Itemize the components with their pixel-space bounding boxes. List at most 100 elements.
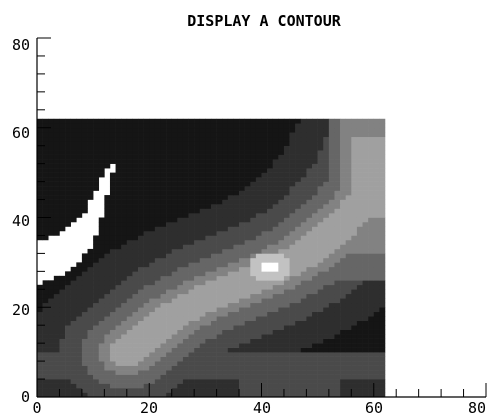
contour-cell [306,230,313,236]
contour-cell [362,388,369,393]
contour-cell [351,298,358,304]
contour-cell [182,379,189,384]
contour-cell [199,289,206,295]
contour-cell [373,235,380,241]
contour-cell [199,118,206,124]
contour-cell [306,127,313,133]
contour-cell [222,266,229,272]
contour-cell [109,190,116,196]
contour-cell [177,221,184,227]
contour-cell [171,136,178,142]
contour-cell [199,221,206,227]
contour-cell [278,316,285,322]
contour-cell [227,271,234,277]
contour-cell [194,298,201,304]
contour-cell [340,271,346,277]
contour-cell [244,275,251,281]
contour-cell [171,311,178,317]
contour-cell [194,311,201,317]
contour-cell [115,329,122,335]
contour-cell [132,284,139,290]
contour-cell [59,334,66,339]
contour-cell [210,302,217,308]
contour-cell [216,186,223,191]
contour-cell [227,154,234,160]
contour-cell [126,334,133,339]
contour-cell [171,293,178,299]
contour-cell [368,213,375,218]
contour-cell [48,150,55,155]
contour-cell [356,145,363,151]
contour-cell [340,275,346,281]
contour-cell [233,293,240,299]
contour-cell [317,235,324,241]
contour-cell [210,298,217,304]
contour-cell [244,370,251,375]
contour-cell [59,311,66,317]
contour-cell [70,316,77,322]
contour-cell [306,271,313,277]
contour-cell [216,190,223,196]
contour-cell [188,298,195,304]
contour-cell [312,352,318,357]
contour-cell [368,181,375,187]
contour-cell [351,186,358,191]
contour-cell [323,307,330,313]
contour-cell [272,379,279,384]
contour-cell [76,379,83,384]
contour-cell [104,244,111,250]
contour-cell [121,132,128,138]
contour-cell [362,352,369,357]
contour-cell [255,195,262,200]
contour-cell [37,118,43,124]
contour-cell [149,311,156,317]
contour-cell [81,325,88,330]
contour-cell [250,379,257,384]
contour-cell [244,172,251,178]
contour-cell [362,379,369,384]
contour-cell [340,168,346,173]
contour-cell [345,379,352,384]
contour-cell [121,361,128,366]
contour-cell [351,325,358,330]
contour-cell [76,154,83,160]
contour-cell [272,271,279,277]
contour-cell [233,325,240,330]
contour-cell [42,154,49,160]
contour-cell [356,356,363,362]
contour-cell [261,118,268,124]
contour-cell [115,208,122,214]
contour-cell [295,132,302,138]
contour-cell [188,266,195,272]
contour-cell [109,365,116,371]
contour-cell [323,316,330,322]
contour-cell [283,186,290,191]
contour-cell [205,298,212,304]
contour-cell [278,365,285,371]
contour-cell [59,132,66,138]
contour-cell [340,347,346,353]
contour-cell [222,392,229,398]
contour-cell [379,127,386,133]
contour-cell [42,163,49,169]
contour-cell [93,347,100,353]
contour-cell [53,159,60,164]
contour-cell [104,280,111,286]
contour-cell [300,168,307,173]
contour-cell [194,141,201,146]
contour-cell [345,168,352,173]
contour-cell [351,352,358,357]
contour-cell [166,352,172,357]
contour-cell [166,172,172,178]
contour-cell [227,221,234,227]
contour-cell [210,370,217,375]
contour-cell [379,293,386,299]
contour-cell [340,298,346,304]
contour-cell [48,370,55,375]
contour-cell [93,235,100,241]
contour-cell [244,388,251,393]
contour-cell [362,356,369,362]
contour-cell [154,271,161,277]
contour-cell [87,383,94,389]
contour-cell [188,150,195,155]
